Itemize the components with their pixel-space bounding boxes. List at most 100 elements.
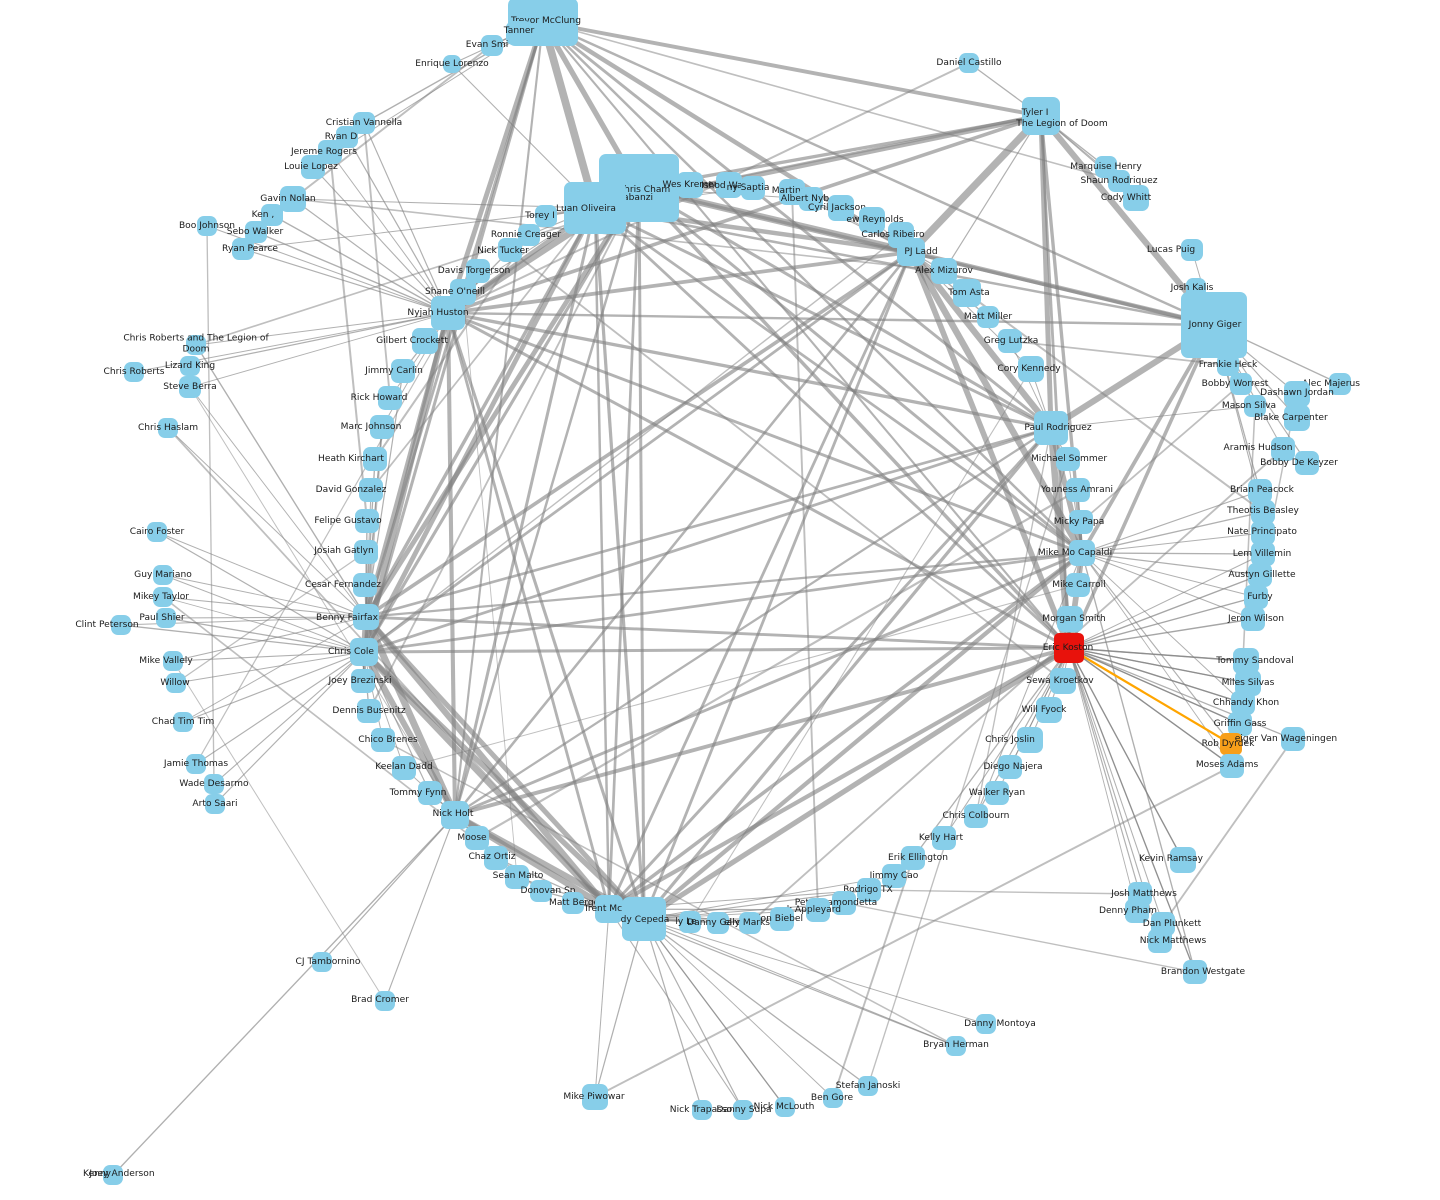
graph-node-walker_ryan[interactable] [985,781,1009,805]
graph-node-ny_lee[interactable] [679,911,701,933]
graph-node-denny_pham[interactable] [1125,899,1149,923]
graph-node-david_gonzalez[interactable] [359,478,383,502]
graph-node-jimmy_carlin[interactable] [391,359,415,383]
graph-node-cj_tambornino[interactable] [312,952,332,972]
graph-node-nick_holt[interactable] [441,801,469,829]
graph-node-theotis_beasley[interactable] [1251,500,1275,524]
graph-node-ben_gore[interactable] [823,1088,843,1108]
graph-node-michael_sommer[interactable] [1056,447,1080,471]
graph-node-ryan_d[interactable] [336,126,358,148]
graph-node-austyn_gillette[interactable] [1248,563,1272,587]
graph-node-jeron_wilson[interactable] [1241,607,1265,631]
graph-node-nyjah_huston[interactable] [431,296,465,330]
graph-node-bobby_de_keyzer[interactable] [1295,451,1319,475]
graph-node-felipe_gustavo[interactable] [355,509,379,533]
graph-node-lem_villemin[interactable] [1251,542,1275,566]
graph-node-danny_garcia[interactable] [707,912,729,934]
graph-node-torey_l[interactable] [535,205,557,227]
graph-node-gilbert_crockett[interactable] [412,328,438,354]
graph-node-diego_najera[interactable] [998,755,1022,779]
graph-node-mike_mo_capaldi[interactable] [1069,540,1095,566]
graph-node-dennis_busenitz[interactable] [357,699,381,723]
graph-node-steve_berra[interactable] [179,376,201,398]
graph-node-paul_rodriguez[interactable] [1034,411,1068,445]
graph-node-lizard_king[interactable] [180,356,200,376]
graph-node-ronnie_creager[interactable] [518,224,540,246]
graph-node-tony_saptia[interactable] [741,176,765,200]
graph-node-sebo_walker[interactable] [245,221,267,243]
graph-node-cody_cepeda[interactable] [622,897,666,941]
graph-node-heath_kirchart[interactable] [363,447,387,471]
graph-node-alex_mizurov[interactable] [931,258,957,284]
graph-node-morgan_smith[interactable] [1057,606,1083,632]
graph-node-enrique_lorenzo[interactable] [443,55,461,73]
graph-node-andrew_reynolds[interactable] [859,207,885,233]
graph-node-nick_tucker[interactable] [498,238,522,262]
graph-node-youness_amrani[interactable] [1066,478,1090,502]
graph-node-cesar_fernandez[interactable] [353,573,377,597]
graph-node-guy_mariano[interactable] [153,565,173,585]
graph-node-marc_johnson[interactable] [370,415,394,439]
graph-node-chad_tim_tim[interactable] [173,712,193,732]
graph-node-benny_fairfax[interactable] [353,604,379,630]
graph-node-chris_colbourn[interactable] [964,804,988,828]
graph-node-danny_supa[interactable] [733,1100,753,1120]
graph-node-bryan_herman[interactable] [946,1036,966,1056]
graph-node-matt_berger[interactable] [562,892,584,914]
graph-node-joey_brezinski[interactable] [351,669,375,693]
graph-node-mason_silva[interactable] [1244,395,1266,417]
graph-node-cody_whitt[interactable] [1123,185,1149,211]
graph-node-jonny_giger[interactable] [1181,292,1247,358]
graph-node-brian_peacock[interactable] [1248,479,1272,503]
graph-node-chris_roberts[interactable] [124,362,144,382]
graph-node-albert_nyb[interactable] [799,187,823,211]
graph-node-chico_brenes[interactable] [371,728,395,752]
graph-node-dashawn_jordan[interactable] [1284,381,1310,407]
graph-node-cyril_jackson[interactable] [828,195,854,221]
graph-node-cory_kennedy[interactable] [1018,356,1044,382]
graph-node-mikey_taylor[interactable] [153,587,173,607]
graph-node-matt_miller[interactable] [977,306,999,328]
graph-node-jimmy_cao[interactable] [882,864,906,888]
graph-node-chhandy_khon[interactable] [1231,691,1255,715]
graph-node-mike_vallely[interactable] [163,651,183,671]
graph-node-cristian_vannella[interactable] [353,112,375,134]
graph-node-nate_principato[interactable] [1251,521,1275,545]
graph-node-wes_kremer[interactable] [677,172,703,198]
graph-node-louie_lopez[interactable] [301,155,325,179]
graph-node-kelly_marks[interactable] [739,912,761,934]
graph-node-nick_trapasso[interactable] [692,1100,712,1120]
graph-node-tom_asta[interactable] [953,279,981,307]
graph-node-cairo_foster[interactable] [147,522,167,542]
graph-node-chris_cole[interactable] [350,638,378,666]
graph-node-frankie_heck[interactable] [1217,354,1239,376]
graph-node-josiah_gatlyn[interactable] [354,540,378,564]
graph-node-evan_smith[interactable] [481,34,503,56]
graph-node-alec_majerus[interactable] [1329,373,1351,395]
graph-node-geiger_van_wageningen[interactable] [1281,727,1305,751]
graph-node-pj_ladd[interactable] [897,238,925,266]
graph-node-trent_mcclung[interactable] [595,895,623,923]
graph-node-kevin_ramsay[interactable] [1170,847,1196,873]
graph-node-willow[interactable] [166,673,186,693]
graph-node-boo_johnson[interactable] [197,216,217,236]
graph-node-brad_cromer[interactable] [375,991,395,1011]
graph-node-greg_lutzka[interactable] [998,329,1022,353]
graph-node-mike_carroll[interactable] [1066,573,1090,597]
graph-node-jamie_thomas[interactable] [186,754,206,774]
graph-node-keelan_dadd[interactable] [392,756,416,780]
graph-node-tanner[interactable] [506,21,532,45]
graph-node-aramis_hudson[interactable] [1271,437,1295,461]
graph-node-sean_malto[interactable] [505,865,529,889]
graph-node-nick_matthews[interactable] [1148,929,1172,953]
graph-node-daniel_castillo[interactable] [959,53,979,73]
graph-node-clint_peterson[interactable] [111,615,131,635]
graph-node-gavin_nolan[interactable] [280,186,306,212]
graph-node-ishod_wair[interactable] [716,172,742,198]
graph-node-mike_piwowar[interactable] [582,1084,608,1110]
graph-node-ken[interactable] [261,204,283,226]
graph-node-mark_appleyard[interactable] [806,898,830,922]
graph-node-moose[interactable] [465,826,489,850]
graph-node-nick_mclouth[interactable] [775,1097,795,1117]
graph-node-rodrigo_tx[interactable] [857,878,881,902]
